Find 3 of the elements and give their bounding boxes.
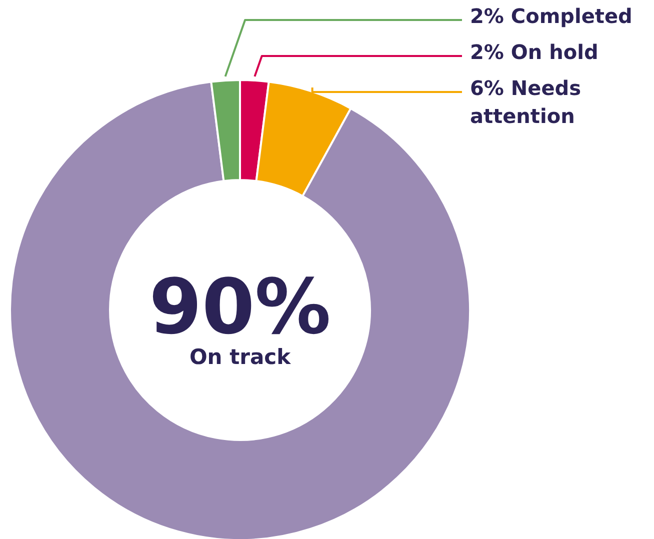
slice-label: 6% Needs attention: [470, 76, 582, 128]
slice-label: 2% On hold: [470, 40, 598, 64]
slice-label: 2% Completed: [470, 4, 632, 28]
